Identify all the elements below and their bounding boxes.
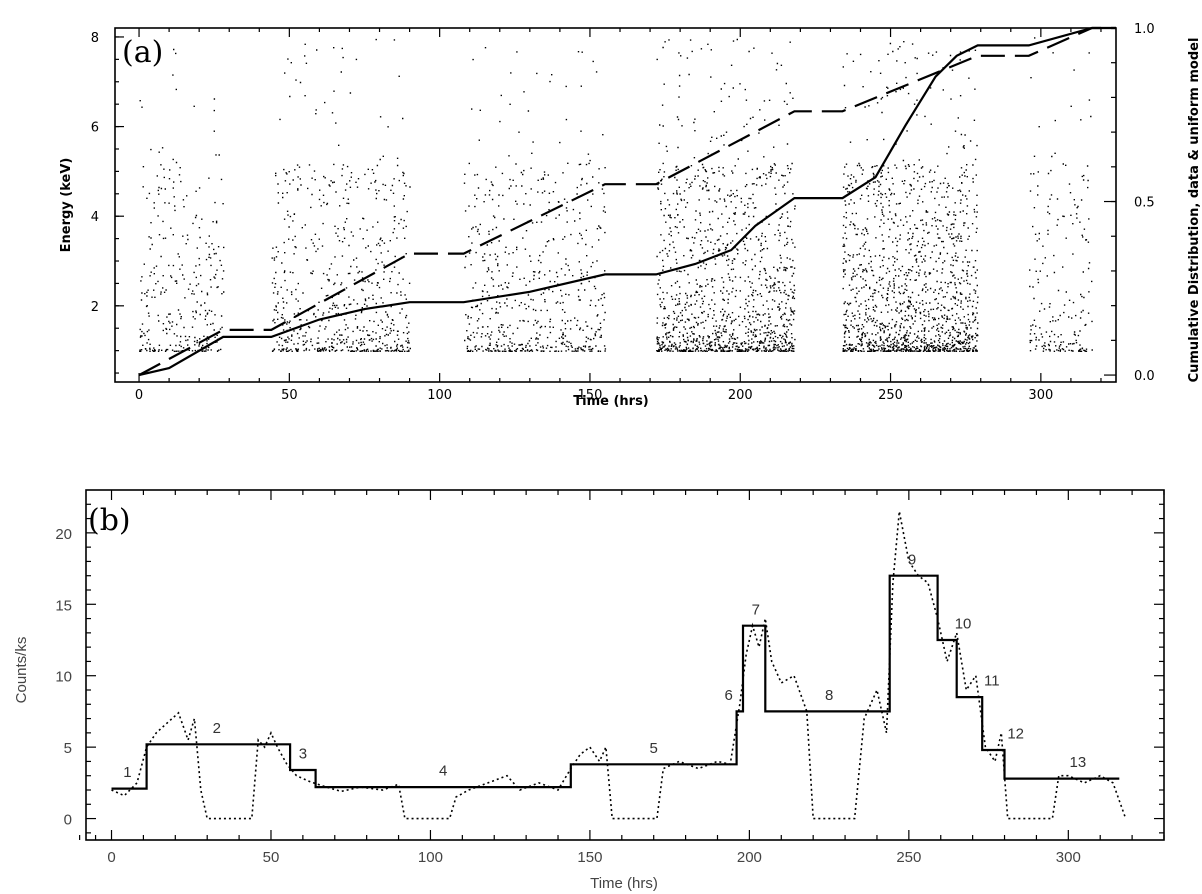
y-tick-label: 20 [55,526,72,543]
block-label: 5 [650,740,658,757]
panel-b-label: (b) [88,503,131,538]
block-label: 2 [213,720,221,737]
panel-a-frame [114,27,1117,383]
x-tick-label: 300 [1028,388,1053,403]
cumulative-curves [138,26,1116,377]
x-tick-label: 150 [578,388,603,403]
x-tick-label: 200 [737,849,762,866]
y-tick-label: 4 [91,210,99,225]
y2-tick-label: 0.5 [1134,196,1155,211]
panel-a-y2-axis-label: Cumulative Distribution, data & uniform … [1187,38,1202,383]
block-label: 7 [752,601,760,618]
x-tick-label: 0 [135,388,143,403]
block-label: 6 [724,687,732,704]
panel-a-x-axis-label: Time (hrs) [573,394,649,409]
binned-rate-dotted-line [111,511,1127,820]
panel-b-x-axis-label: Time (hrs) [590,875,658,892]
uniform-model-dashed-line [138,26,1116,377]
panel-b-x-ticks: 0 50 100 150 200 250 300 [79,490,1165,866]
y2-tick-label: 0.0 [1134,369,1155,384]
x-tick-label: 300 [1056,849,1081,866]
panel-a-x-ticks: 0 50 100 150 200 250 300 [135,28,1102,403]
y-tick-label: 2 [91,300,99,315]
y-tick-label: 15 [55,597,72,614]
x-tick-label: 150 [577,849,602,866]
event-dots-window-3 [463,47,607,352]
y-tick-label: 10 [55,669,72,686]
y2-tick-label: 1.0 [1134,22,1155,37]
block-label: 10 [955,616,972,633]
bayesian-blocks-line [111,574,1120,790]
event-dots-window-6 [1029,37,1093,352]
x-tick-label: 200 [728,388,753,403]
x-tick-label: 250 [878,388,903,403]
y-tick-label: 5 [64,740,72,757]
event-dots-window-5 [842,41,979,352]
x-tick-label: 50 [281,388,298,403]
panel-a-y-ticks: 2 4 6 8 [91,31,124,374]
block-label: 1 [123,764,131,781]
block-label: 11 [984,673,1000,690]
y-tick-label: 6 [91,121,99,136]
x-tick-label: 100 [427,388,452,403]
panel-a-y2-ticks: 0.0 0.5 1.0 [1104,22,1155,384]
block-label: 13 [1070,754,1087,771]
x-tick-label: 0 [107,849,115,866]
panel-b-y-axis-label: Counts/ks [13,637,30,704]
block-label: 9 [908,551,916,568]
block-label: 3 [299,746,307,763]
panel-a-y-axis-label: Energy (keV) [59,158,74,253]
panel-a-label: (a) [122,35,163,70]
x-tick-label: 250 [896,849,921,866]
y-tick-label: 8 [91,31,99,46]
panel-a: 0 50 100 150 200 250 300 2 4 6 8 0.0 0.5 1.0 (a) Ti… [59,22,1202,409]
block-label: 4 [439,763,447,780]
event-dots-window-1 [139,48,225,353]
event-dots-window-4 [656,38,796,353]
y-tick-label: 0 [64,812,72,829]
block-label: 12 [1007,726,1024,743]
event-scatter [139,37,1093,353]
count-rate-curves [111,511,1127,820]
block-label: 8 [825,687,833,704]
panel-b-frame [85,489,1165,841]
cumulative-data-line [138,26,1116,377]
x-tick-label: 100 [418,849,443,866]
x-tick-label: 50 [263,849,280,866]
